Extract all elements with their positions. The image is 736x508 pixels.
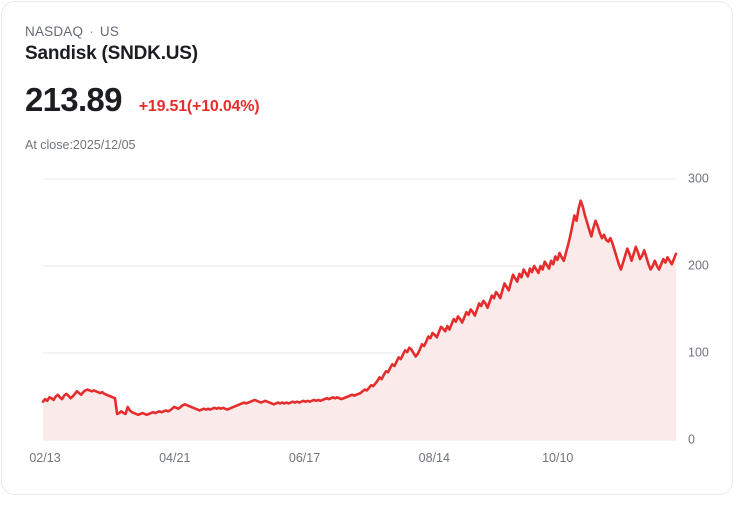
exchange-row: NASDAQ · US: [25, 24, 119, 39]
chart-x-tick-label: 06/17: [289, 451, 320, 465]
chart-y-tick-label: 100: [688, 345, 709, 359]
chart-area-fill: [43, 200, 676, 440]
chart-y-tick-label: 300: [688, 171, 709, 185]
chart-x-axis-labels: 02/13 04/21 06/17 08/14 10/10: [29, 451, 573, 465]
price-chart[interactable]: 0 100 200 300 02/13 04/21 06/17 08/14 10/10: [2, 162, 733, 474]
price-change: +19.51(+10.04%): [138, 98, 260, 115]
chart-x-tick-label: 10/10: [542, 451, 573, 465]
chart-x-tick-label: 08/14: [419, 451, 450, 465]
price-chart-svg[interactable]: 0 100 200 300 02/13 04/21 06/17 08/14 10/10: [2, 162, 733, 474]
market-status-note: At close:2025/12/05: [25, 138, 136, 152]
price-value: 213.89: [25, 81, 122, 118]
price-row: 213.89 +19.51(+10.04%): [25, 81, 260, 118]
exchange-name: NASDAQ: [25, 24, 84, 39]
chart-x-tick-label: 02/13: [29, 451, 60, 465]
chart-y-axis-labels: 0 100 200 300: [688, 171, 709, 446]
chart-y-tick-label: 0: [688, 432, 695, 446]
chart-y-tick-label: 200: [688, 258, 709, 272]
region-label: US: [99, 24, 120, 39]
chart-x-tick-label: 04/21: [159, 451, 190, 465]
separator-dot: ·: [89, 24, 94, 39]
stock-quote-card: NASDAQ · US Sandisk (SNDK.US) 213.89 +19.5…: [1, 1, 733, 495]
page-title: Sandisk (SNDK.US): [25, 43, 198, 64]
chart-line: [41, 199, 678, 417]
